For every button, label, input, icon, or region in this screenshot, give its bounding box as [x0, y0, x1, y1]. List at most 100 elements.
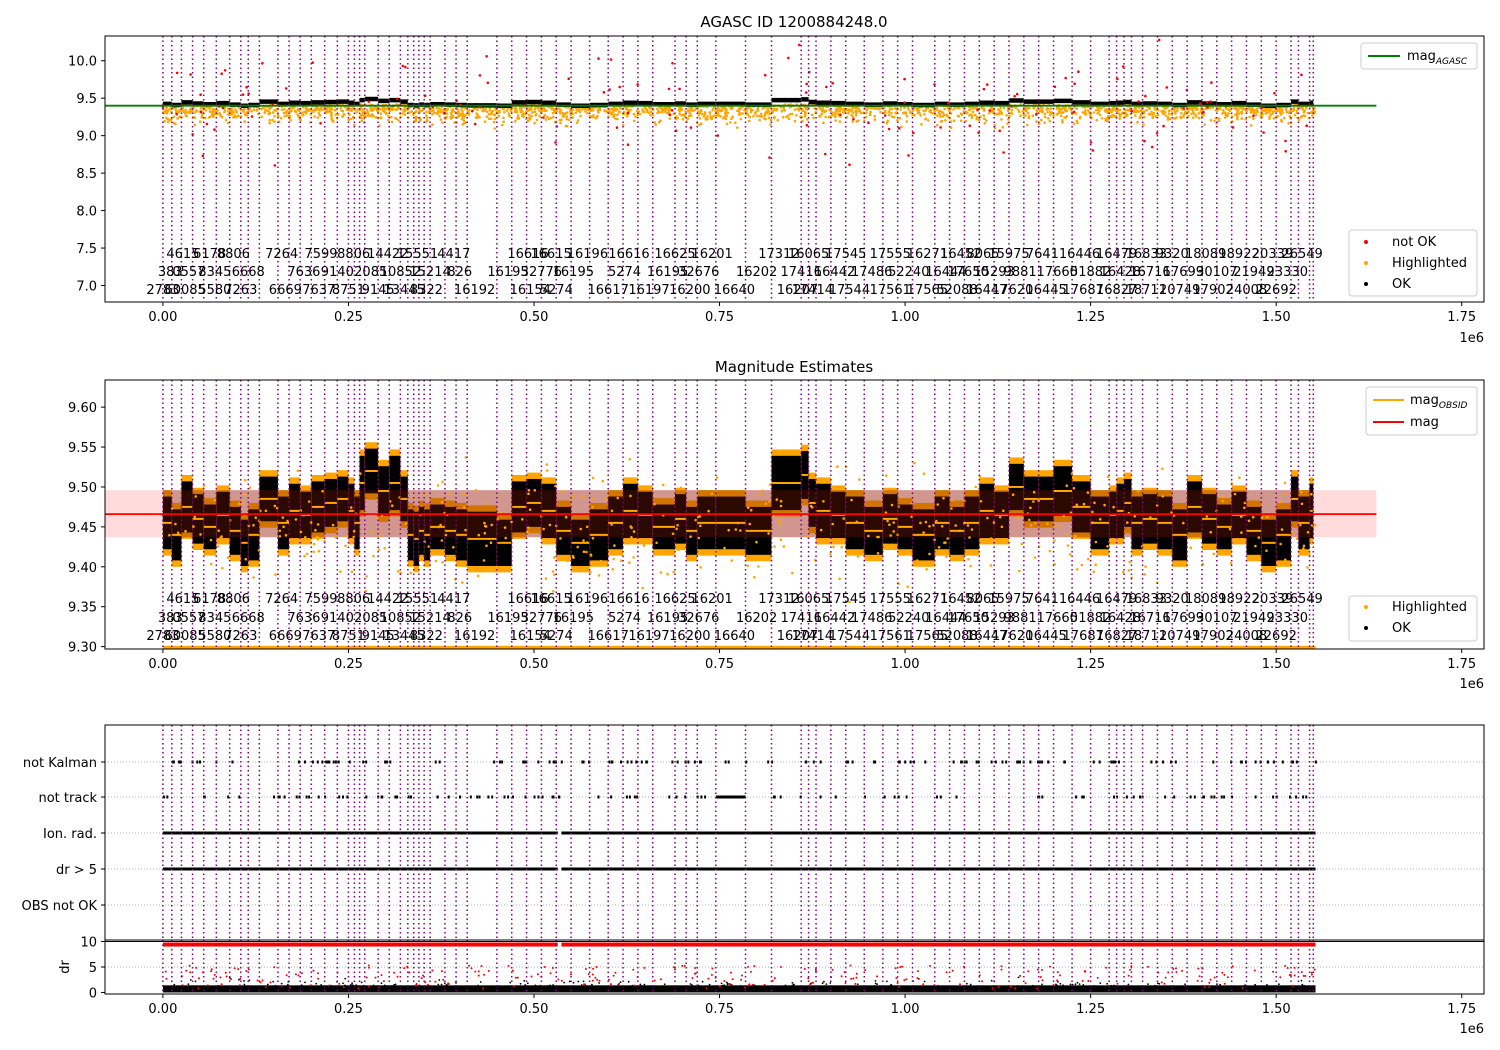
not-ok-point [602, 90, 606, 94]
ok-point [192, 101, 204, 106]
ok-point [556, 102, 572, 107]
highlighted-point [739, 117, 743, 121]
highlighted-point [558, 107, 561, 110]
not-ok-point [380, 974, 383, 977]
highlighted-point [184, 529, 187, 533]
not-ok-point [903, 101, 906, 104]
highlighted-point [467, 113, 471, 116]
flag-point [328, 760, 331, 764]
flag-point [671, 760, 674, 764]
legend-mag: mag [1410, 415, 1439, 430]
not-ok-point [976, 108, 979, 112]
highlighted-point [763, 114, 766, 117]
ok-point [498, 987, 500, 990]
ok-point [1250, 987, 1252, 989]
highlighted-point [850, 498, 853, 502]
x-tick-label: 1.75 [1447, 310, 1476, 325]
ok-point [1264, 988, 1267, 991]
flag-point [384, 760, 387, 764]
highlighted-point [441, 480, 444, 484]
ok-point [1217, 987, 1220, 990]
flag-row-label: Ion. rad. [43, 827, 97, 842]
highlighted-point [1148, 113, 1152, 116]
not-ok-point [507, 964, 510, 967]
highlighted-point [645, 110, 649, 113]
flag-point [199, 760, 201, 764]
highlighted-point [723, 546, 726, 550]
highlighted-point [312, 550, 316, 554]
flag-point [1174, 760, 1177, 764]
flag-point [1210, 795, 1213, 799]
ok-point [672, 988, 675, 991]
highlighted-point [841, 111, 845, 114]
highlighted-point [1149, 516, 1152, 519]
highlighted-point [1280, 118, 1283, 122]
ok-point [277, 101, 290, 107]
not-ok-point [609, 58, 613, 61]
ok-point [829, 982, 832, 984]
ok-point [791, 981, 794, 984]
not-ok-point [1064, 76, 1067, 80]
ok-point [384, 985, 387, 988]
ok-point [698, 987, 701, 990]
highlighted-point [1237, 112, 1241, 115]
obsid-label: 16446 [1059, 592, 1100, 607]
y-tick-label: 9.50 [68, 481, 97, 496]
not-ok-point [1288, 974, 1291, 976]
ok-point [652, 102, 676, 107]
highlighted-point [440, 539, 444, 542]
highlighted-point [403, 113, 407, 117]
flag-row-label: not Kalman [23, 756, 97, 771]
highlighted-point [606, 110, 609, 113]
highlighted-point [601, 479, 605, 483]
ok-point [242, 989, 245, 991]
panel-1-x-offset: 1e6 [1459, 331, 1484, 346]
flag-point [278, 795, 281, 799]
highlighted-point [551, 115, 555, 119]
highlighted-point [403, 110, 407, 113]
highlighted-point [891, 544, 895, 548]
highlighted-point [922, 531, 925, 534]
highlighted-point [1199, 110, 1202, 113]
highlighted-point [1127, 569, 1131, 572]
flag-point [1272, 795, 1275, 799]
ok-point [595, 988, 597, 991]
legend-mag-obsid: magOBSID [1410, 393, 1468, 411]
highlighted-point [990, 110, 994, 113]
flag-point [410, 795, 412, 799]
panel-1-frame [104, 35, 1485, 303]
obsid-label: 826 [447, 611, 472, 626]
highlighted-point [1182, 115, 1185, 119]
not-ok-point [899, 966, 902, 968]
highlighted-point [451, 114, 455, 118]
ok-point [627, 980, 630, 983]
highlighted-point [344, 544, 347, 548]
obsid-label: 13445 [383, 629, 424, 644]
obsid-label: 7641 [1026, 247, 1059, 262]
obsid-label: 2085 [354, 265, 387, 280]
obsid-label: 7264 [265, 247, 298, 262]
obsid-label: 8806 [217, 247, 250, 262]
ok-point [1184, 983, 1186, 986]
highlighted-point [925, 568, 928, 571]
highlighted-point [436, 109, 440, 113]
obsid-label: 17902 [1192, 283, 1233, 298]
not-ok-point [165, 977, 168, 980]
not-ok-point [855, 976, 858, 979]
ok-point [608, 101, 624, 107]
flag-point [541, 795, 544, 799]
flag-point [1017, 760, 1020, 764]
highlighted-point [900, 125, 903, 129]
flag-point [533, 795, 536, 799]
not-ok-point [609, 983, 612, 986]
ok-point [1197, 986, 1199, 989]
highlighted-point [628, 561, 631, 564]
ok-point [884, 988, 887, 991]
highlighted-point [975, 115, 979, 119]
obsid-label: 16445 [1025, 283, 1066, 298]
ok-point [926, 986, 928, 988]
not-ok-point [584, 968, 587, 970]
ok-point [1056, 987, 1058, 990]
ok-point [990, 979, 993, 982]
